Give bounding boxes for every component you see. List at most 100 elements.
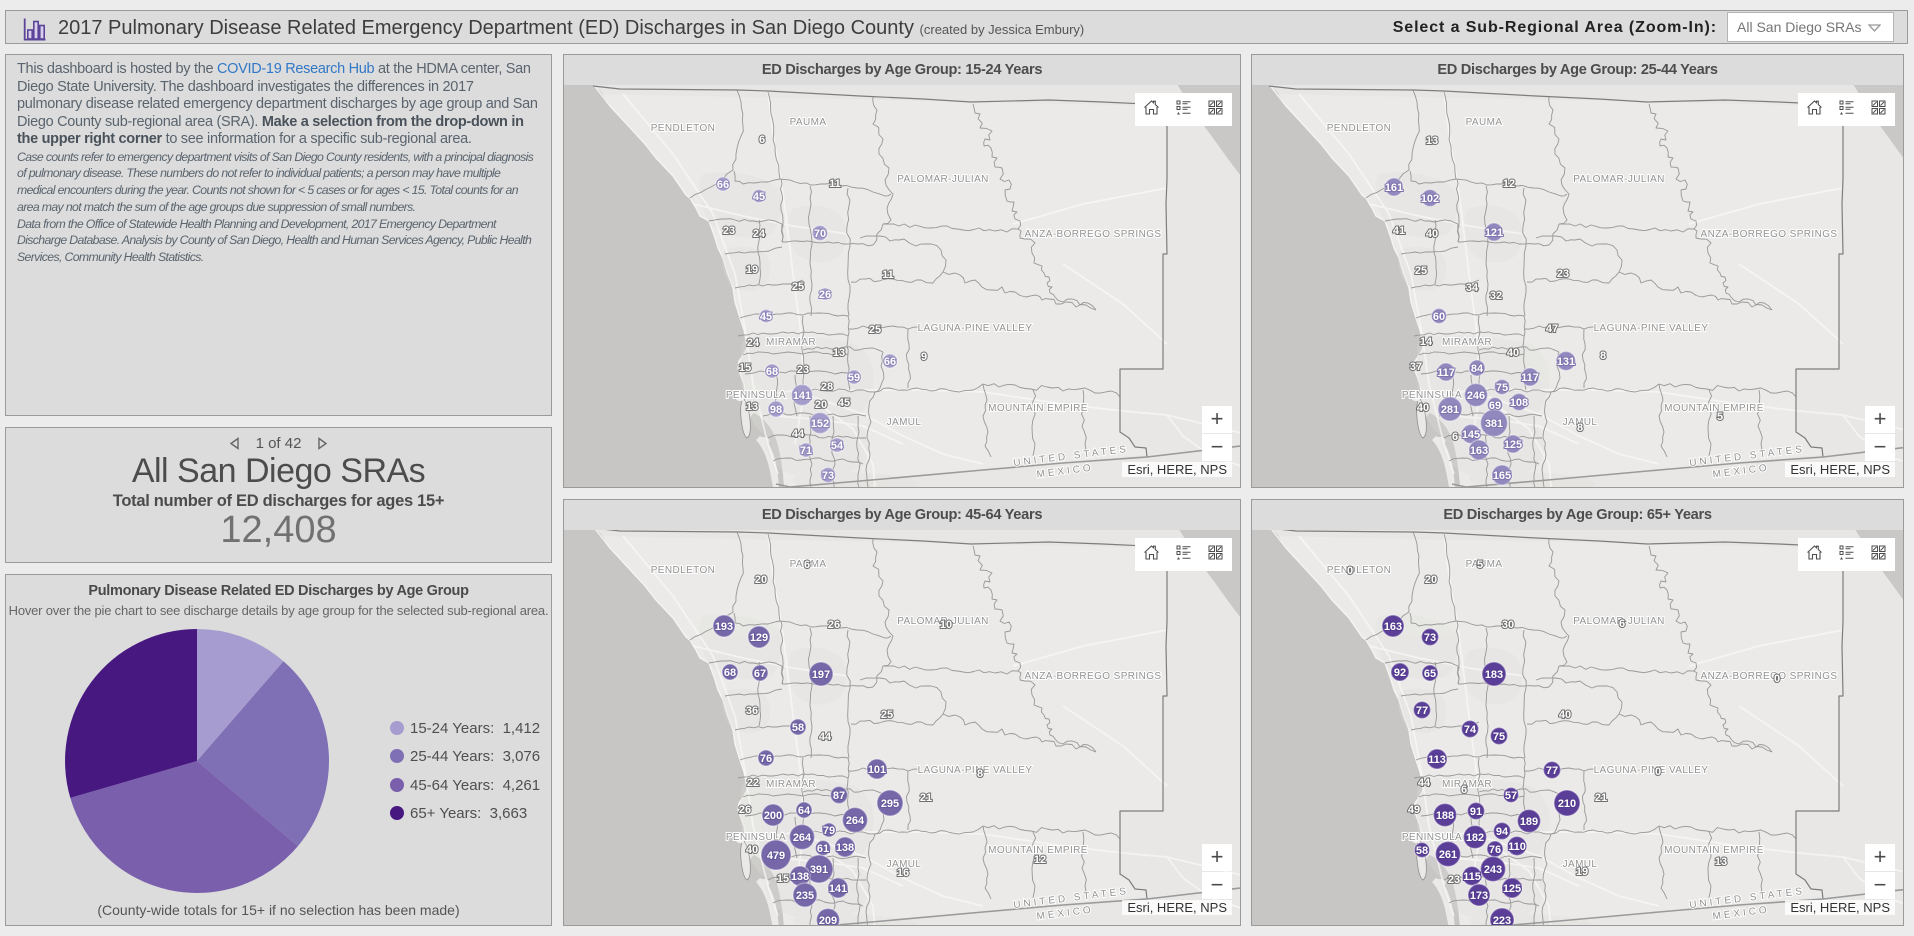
svg-text:22: 22 [747,777,759,789]
svg-text:23: 23 [723,225,735,237]
svg-text:223: 223 [1492,915,1510,926]
svg-text:131: 131 [1556,356,1574,368]
svg-text:5: 5 [1716,411,1722,423]
svg-text:235: 235 [796,890,814,902]
svg-text:45: 45 [838,397,850,409]
svg-text:125: 125 [1502,883,1520,895]
svg-text:15-24 Years: 1,412: 15-24 Years: 1,412 [410,720,540,737]
svg-text:15: 15 [777,873,789,885]
svg-text:75: 75 [1495,382,1507,394]
svg-text:110: 110 [1508,841,1526,853]
svg-text:8: 8 [977,768,983,780]
svg-text:15: 15 [739,362,751,374]
svg-text:47: 47 [1545,323,1557,335]
svg-text:44: 44 [792,428,805,440]
svg-text:40: 40 [1506,347,1518,359]
svg-text:87: 87 [833,790,845,802]
svg-text:20: 20 [755,574,767,586]
svg-text:28: 28 [821,381,833,393]
svg-text:25-44 Years: 3,076: 25-44 Years: 3,076 [410,748,540,765]
svg-text:117: 117 [1521,372,1539,384]
svg-text:145: 145 [1461,429,1479,441]
svg-text:79: 79 [823,825,835,837]
svg-text:264: 264 [846,815,865,827]
svg-text:152: 152 [811,418,829,430]
svg-text:138: 138 [836,842,854,854]
svg-text:25: 25 [792,281,804,293]
svg-text:54: 54 [831,440,844,452]
svg-text:138: 138 [791,871,809,883]
svg-text:182: 182 [1465,832,1483,844]
svg-text:26: 26 [819,289,831,301]
svg-text:197: 197 [812,669,830,681]
svg-text:188: 188 [1435,810,1453,822]
svg-text:115: 115 [1463,871,1481,883]
svg-text:64: 64 [798,805,811,817]
svg-text:183: 183 [1484,669,1502,681]
svg-text:246: 246 [1466,390,1484,402]
svg-text:11: 11 [829,178,841,190]
svg-text:74: 74 [1463,724,1476,736]
svg-text:20: 20 [1424,574,1436,586]
svg-text:13: 13 [833,347,845,359]
svg-text:73: 73 [1423,632,1435,644]
svg-text:24: 24 [753,228,766,240]
svg-text:141: 141 [793,390,811,402]
svg-text:30: 30 [1501,619,1513,631]
svg-text:8: 8 [1576,422,1582,434]
svg-text:77: 77 [1545,765,1557,777]
svg-text:59: 59 [848,372,860,384]
svg-text:165: 165 [1492,470,1510,482]
svg-text:479: 479 [767,850,785,862]
svg-text:125: 125 [1503,439,1521,451]
svg-text:200: 200 [764,810,782,822]
svg-text:25: 25 [881,709,893,721]
svg-text:9: 9 [921,351,927,363]
svg-text:129: 129 [750,632,768,644]
svg-text:32: 32 [1489,290,1501,302]
svg-text:0: 0 [1654,766,1660,778]
svg-text:8: 8 [1599,350,1605,362]
svg-text:25: 25 [1414,265,1426,277]
svg-text:26: 26 [739,804,751,816]
svg-text:66: 66 [884,356,896,368]
svg-text:24: 24 [747,337,760,349]
svg-text:66: 66 [717,179,729,191]
svg-text:92: 92 [1393,667,1405,679]
svg-text:113: 113 [1428,754,1446,766]
svg-text:193: 193 [715,621,733,633]
svg-text:23: 23 [1447,874,1459,886]
svg-text:261: 261 [1438,849,1456,861]
svg-text:37: 37 [1409,361,1421,373]
svg-text:6: 6 [1460,784,1466,796]
svg-text:6: 6 [804,559,810,571]
svg-text:91: 91 [1469,806,1481,818]
svg-text:14: 14 [1419,336,1432,348]
svg-text:40: 40 [1416,402,1428,414]
svg-text:58: 58 [792,722,804,734]
svg-text:69: 69 [1488,400,1500,412]
svg-text:76: 76 [1488,844,1500,856]
svg-text:101: 101 [868,764,886,776]
svg-text:161: 161 [1384,182,1402,194]
svg-text:40: 40 [1425,228,1437,240]
svg-text:209: 209 [819,915,837,926]
svg-text:281: 281 [1440,404,1458,416]
svg-text:6: 6 [1451,431,1457,443]
svg-text:141: 141 [829,883,847,895]
svg-text:45: 45 [760,311,772,323]
svg-text:98: 98 [770,404,782,416]
svg-text:49: 49 [1407,804,1419,816]
svg-text:26: 26 [828,619,840,631]
svg-text:210: 210 [1557,798,1575,810]
svg-text:108: 108 [1509,397,1527,409]
svg-text:19: 19 [746,264,758,276]
svg-text:45: 45 [753,191,765,203]
svg-text:25: 25 [869,324,881,336]
svg-text:5: 5 [1476,559,1482,571]
svg-text:94: 94 [1495,826,1508,838]
svg-text:44: 44 [1417,777,1430,789]
svg-text:173: 173 [1469,890,1487,902]
svg-text:189: 189 [1519,816,1537,828]
svg-text:11: 11 [882,269,894,281]
